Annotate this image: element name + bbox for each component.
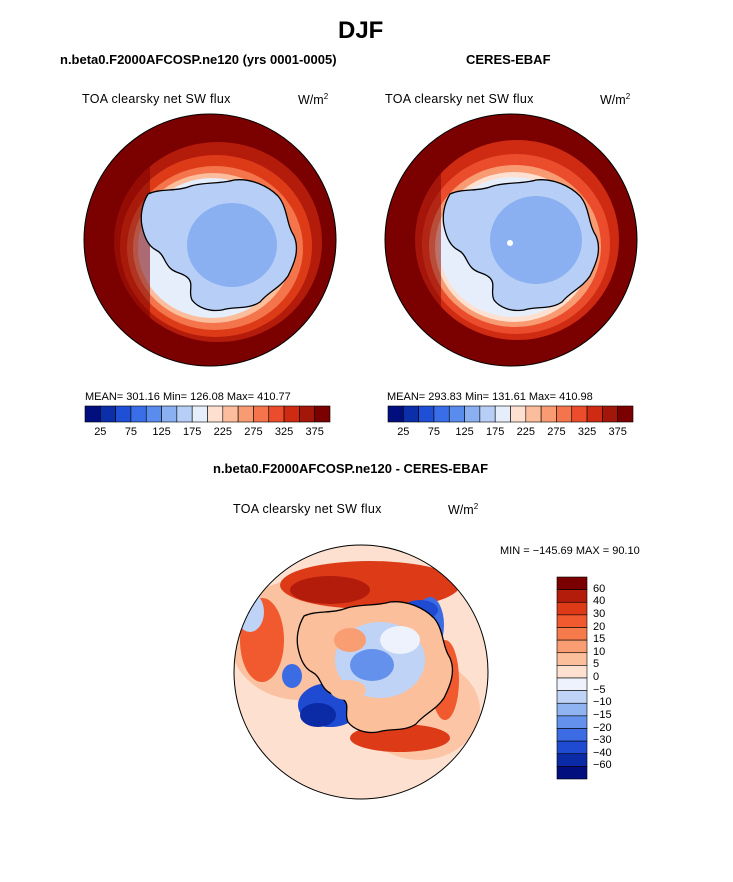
colorbar-cell <box>161 405 178 423</box>
colorbar-tick-label: −10 <box>593 696 612 709</box>
colorbar-tick-label: 0 <box>593 671 600 683</box>
colorbar-cell <box>237 405 254 423</box>
colorbar-cell <box>253 405 270 423</box>
colorbar-cell <box>130 405 147 423</box>
colorbar-cell <box>556 728 588 742</box>
colorbar-tick-label: 10 <box>593 645 606 658</box>
colorbar-tick-label: 15 <box>593 633 606 646</box>
colorbar-tick-label: 30 <box>593 607 606 620</box>
colorbar-cell <box>268 405 285 423</box>
colorbar-cell <box>556 690 588 704</box>
colorbar-cell <box>556 753 588 767</box>
colorbar-tick-label: 225 <box>213 426 232 438</box>
diff-stats: MIN = −145.69 MAX = 90.10 <box>500 545 640 557</box>
colorbar-cell <box>494 405 511 423</box>
colorbar-cell <box>617 405 634 423</box>
colorbar-tick-label: 175 <box>486 426 505 438</box>
colorbar-tick-label: −30 <box>593 734 612 747</box>
colorbar-cell <box>556 715 588 729</box>
colorbar-cell <box>403 405 419 423</box>
colorbar-cell <box>510 405 527 423</box>
colorbar-tick-label: 75 <box>427 426 441 438</box>
colorbar-tick-label: 325 <box>274 426 294 438</box>
colorbar-cell <box>145 405 162 423</box>
obs-colorbar <box>387 405 634 423</box>
colorbar-tick-label: 325 <box>577 426 597 438</box>
colorbar-cell <box>479 405 496 423</box>
colorbar-tick-label: 375 <box>305 426 324 438</box>
colorbar-cell <box>556 665 588 679</box>
colorbar-cell <box>556 614 588 628</box>
colorbar-cell <box>556 576 588 590</box>
colorbar-cell <box>586 405 603 423</box>
obs-stats: MEAN= 293.83 Min= 131.61 Max= 410.98 <box>387 391 593 403</box>
diff-variable-label: TOA clearsky net SW flux <box>233 502 382 516</box>
colorbar-cell <box>556 766 588 780</box>
colorbar-cell <box>556 740 588 755</box>
diff-map <box>233 544 489 800</box>
colorbar-cell <box>222 405 239 423</box>
colorbar-cell <box>556 639 588 654</box>
colorbar-tick-label: 175 <box>183 426 202 438</box>
diff-colorbar <box>556 576 588 780</box>
obs-variable-label: TOA clearsky net SW flux <box>385 92 534 106</box>
colorbar-tick-label: 25 <box>94 426 107 438</box>
season-title: DJF <box>338 17 384 44</box>
model-unit-label: W/m2 <box>298 92 329 108</box>
colorbar-tick-label: −20 <box>593 721 612 734</box>
colorbar-tick-label: 125 <box>455 426 474 438</box>
colorbar-tick-label: 60 <box>593 582 606 595</box>
obs-map <box>384 113 638 367</box>
model-variable-label: TOA clearsky net SW flux <box>82 92 231 106</box>
colorbar-cell <box>556 677 588 691</box>
colorbar-cell <box>314 405 331 423</box>
colorbar-tick-label: 5 <box>593 658 600 671</box>
colorbar-cell <box>84 405 101 423</box>
diff-panel-title: n.beta0.F2000AFCOSP.ne120 - CERES-EBAF <box>213 461 489 476</box>
colorbar-tick-label: 25 <box>397 426 410 438</box>
colorbar-cell <box>433 405 450 423</box>
colorbar-cell <box>464 405 481 423</box>
colorbar-tick-label: −5 <box>593 683 606 696</box>
colorbar-cell <box>418 405 435 423</box>
colorbar-cell <box>556 652 588 666</box>
model-map <box>83 113 337 367</box>
colorbar-cell <box>207 405 224 423</box>
obs-panel-title: CERES-EBAF <box>466 52 551 67</box>
colorbar-cell <box>191 405 208 423</box>
colorbar-cell <box>556 627 588 641</box>
model-stats: MEAN= 301.16 Min= 126.08 Max= 410.77 <box>85 391 291 403</box>
diff-unit-label: W/m2 <box>448 502 479 518</box>
colorbar-cell <box>556 589 588 603</box>
colorbar-cell <box>283 405 300 423</box>
colorbar-tick-label: 225 <box>516 426 535 438</box>
colorbar-cell <box>100 405 116 423</box>
colorbar-tick-label: −15 <box>593 708 612 721</box>
colorbar-tick-label: −40 <box>593 746 612 759</box>
colorbar-cell <box>299 405 315 423</box>
colorbar-cell <box>556 702 588 717</box>
colorbar-tick-label: 375 <box>608 426 627 438</box>
colorbar-tick-label: 75 <box>124 426 138 438</box>
colorbar-tick-label: 275 <box>244 426 263 438</box>
colorbar-cell <box>540 405 557 423</box>
model-colorbar <box>84 405 331 423</box>
colorbar-tick-label: 125 <box>152 426 171 438</box>
colorbar-cell <box>556 405 573 423</box>
colorbar-tick-label: 275 <box>547 426 566 438</box>
colorbar-tick-label: −60 <box>593 759 612 772</box>
colorbar-cell <box>176 405 193 423</box>
colorbar-cell <box>525 405 542 423</box>
colorbar-cell <box>556 601 588 616</box>
colorbar-cell <box>387 405 404 423</box>
colorbar-cell <box>448 405 465 423</box>
colorbar-tick-label: 20 <box>593 620 606 633</box>
colorbar-cell <box>571 405 588 423</box>
model-panel-title: n.beta0.F2000AFCOSP.ne120 (yrs 0001-0005… <box>60 52 337 67</box>
colorbar-cell <box>602 405 618 423</box>
obs-unit-label: W/m2 <box>600 92 631 108</box>
colorbar-tick-label: 40 <box>593 595 606 608</box>
colorbar-cell <box>115 405 132 423</box>
